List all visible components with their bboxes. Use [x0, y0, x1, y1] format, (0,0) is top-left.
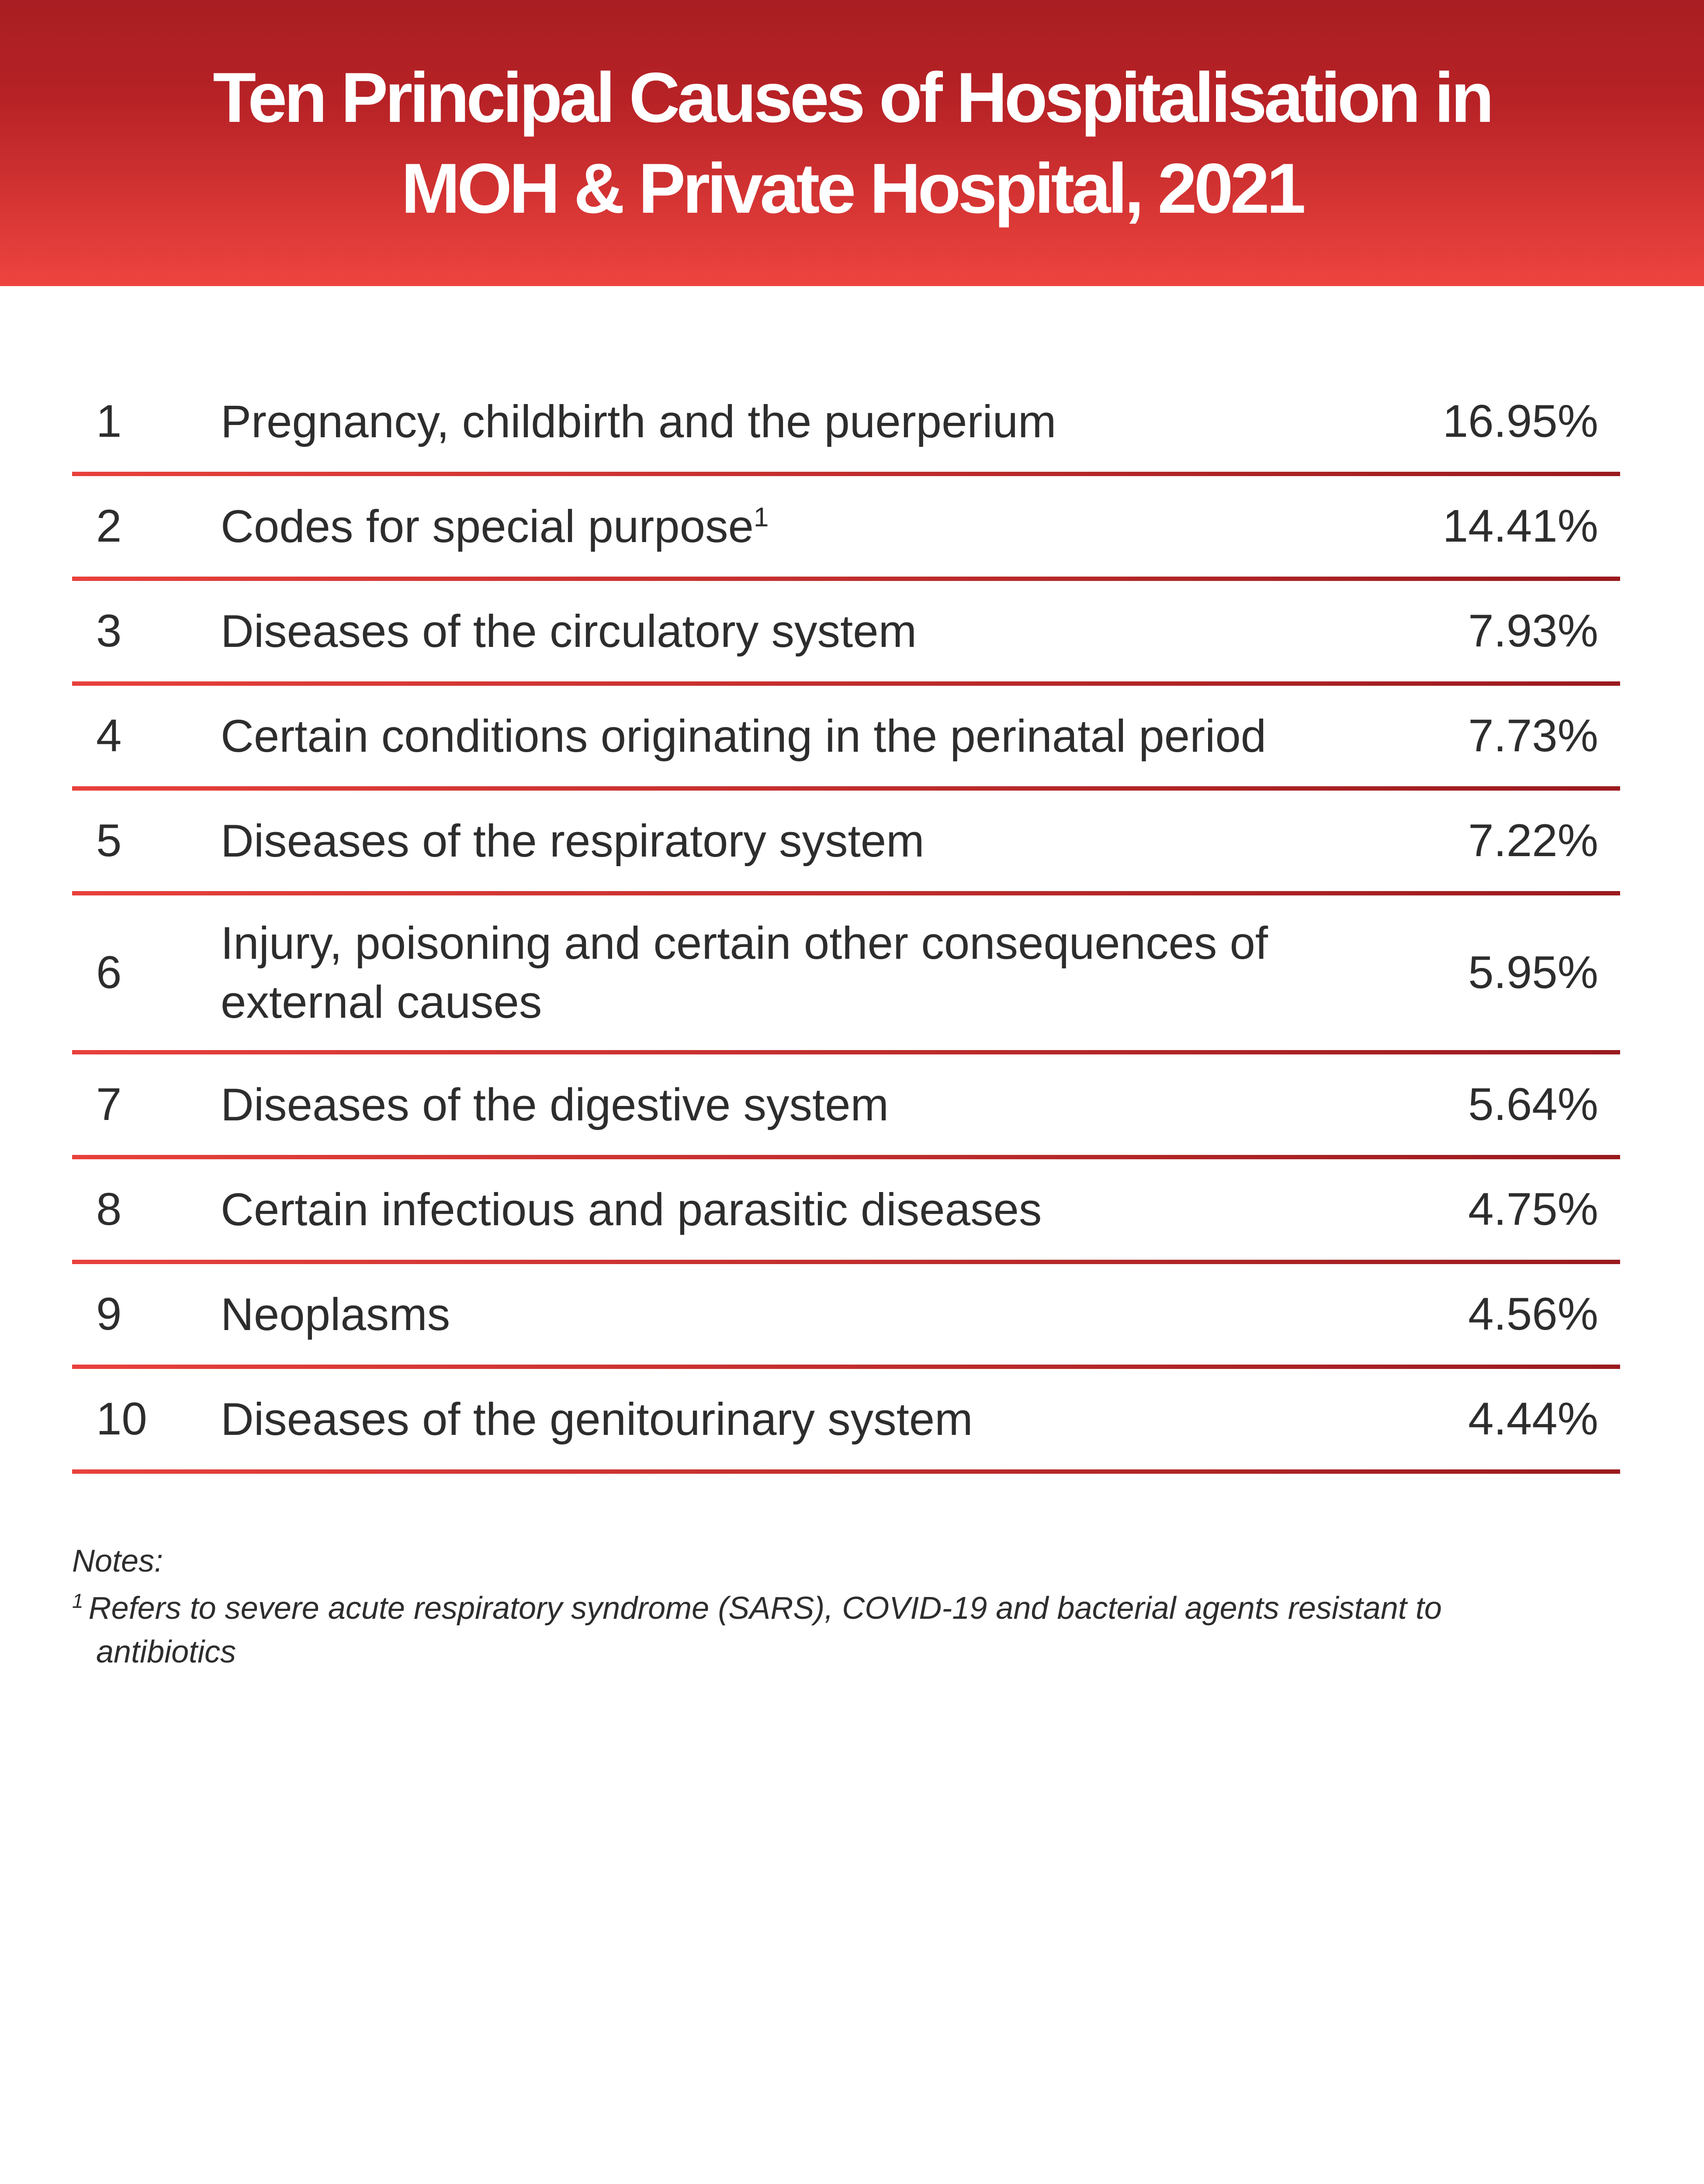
percentage-cell: 7.22% [1468, 815, 1598, 866]
footnote-text: Refers to severe acute respiratory syndr… [88, 1591, 1442, 1669]
row-divider [72, 1469, 1620, 1474]
rank-cell: 9 [96, 1289, 122, 1340]
cause-cell: Neoplasms [221, 1285, 1383, 1344]
cause-cell: Injury, poisoning and certain other cons… [221, 914, 1383, 1032]
page-title-line-1: Ten Principal Causes of Hospitalisation … [213, 58, 1494, 137]
cause-cell: Diseases of the genitourinary system [221, 1390, 1383, 1449]
cause-cell: Diseases of the respiratory system [221, 812, 1383, 871]
cause-text: Diseases of the digestive system [221, 1079, 889, 1130]
cause-cell: Diseases of the circulatory system [221, 602, 1383, 661]
cause-text: Diseases of the circulatory system [221, 605, 917, 657]
causes-table: 1 Pregnancy, childbirth and the puerperi… [72, 371, 1620, 1474]
row-divider [72, 1260, 1620, 1264]
row-divider [72, 681, 1620, 686]
row-divider [72, 891, 1620, 895]
percentage-cell: 7.73% [1468, 710, 1598, 761]
rank-cell: 10 [96, 1393, 147, 1444]
row-divider [72, 472, 1620, 476]
cause-cell: Certain conditions originating in the pe… [221, 707, 1383, 766]
cause-text: Certain conditions originating in the pe… [221, 710, 1267, 762]
table-row: 4 Certain conditions originating in the … [72, 686, 1620, 786]
cause-text: Injury, poisoning and certain other cons… [221, 918, 1268, 1028]
cause-text: Certain infectious and parasitic disease… [221, 1184, 1042, 1235]
rank-cell: 3 [96, 605, 122, 657]
cause-text: Diseases of the respiratory system [221, 815, 925, 867]
page-title-line-2: MOH & Private Hospital, 2021 [401, 149, 1306, 228]
row-divider [72, 577, 1620, 581]
percentage-cell: 4.75% [1468, 1184, 1598, 1235]
percentage-cell: 5.95% [1468, 947, 1598, 998]
row-divider [72, 1050, 1620, 1054]
cause-text: Diseases of the genitourinary system [221, 1393, 973, 1445]
percentage-cell: 4.44% [1468, 1393, 1598, 1444]
footnote-marker: 1 [72, 1590, 83, 1612]
table-row: 1 Pregnancy, childbirth and the puerperi… [72, 371, 1620, 472]
percentage-cell: 4.56% [1468, 1289, 1598, 1340]
table-row: 5 Diseases of the respiratory system 7.2… [72, 791, 1620, 891]
rank-cell: 5 [96, 815, 122, 866]
cause-cell: Pregnancy, childbirth and the puerperium [221, 392, 1383, 451]
footnote-marker: 1 [753, 502, 769, 532]
rank-cell: 7 [96, 1079, 122, 1130]
notes-heading: Notes: [72, 1544, 163, 1579]
cause-cell: Codes for special purpose1 [221, 497, 1383, 556]
row-divider [72, 1365, 1620, 1369]
percentage-cell: 7.93% [1468, 605, 1598, 657]
table-row: 6 Injury, poisoning and certain other co… [72, 895, 1620, 1050]
table-row: 2 Codes for special purpose1 14.41% [72, 476, 1620, 577]
notes-section: Notes: 1 Refers to severe acute respirato… [72, 1539, 1573, 1674]
page-header: Ten Principal Causes of Hospitalisation … [0, 0, 1704, 286]
rank-cell: 6 [96, 947, 122, 998]
footnote: 1 Refers to severe acute respiratory synd… [72, 1586, 1573, 1674]
rank-cell: 4 [96, 710, 122, 761]
row-divider [72, 786, 1620, 791]
table-row: 3 Diseases of the circulatory system 7.9… [72, 581, 1620, 681]
rank-cell: 8 [96, 1184, 122, 1235]
cause-text: Neoplasms [221, 1289, 450, 1340]
row-divider [72, 1155, 1620, 1159]
cause-text: Codes for special purpose [221, 501, 754, 552]
percentage-cell: 16.95% [1442, 396, 1598, 447]
rank-cell: 2 [96, 501, 122, 552]
table-row: 10 Diseases of the genitourinary system … [72, 1369, 1620, 1469]
rank-cell: 1 [96, 396, 122, 447]
cause-cell: Diseases of the digestive system [221, 1075, 1383, 1134]
cause-cell: Certain infectious and parasitic disease… [221, 1180, 1383, 1239]
table-row: 7 Diseases of the digestive system 5.64% [72, 1054, 1620, 1155]
table-row: 8 Certain infectious and parasitic disea… [72, 1159, 1620, 1260]
table-row: 9 Neoplasms 4.56% [72, 1264, 1620, 1365]
percentage-cell: 14.41% [1442, 501, 1598, 552]
cause-text: Pregnancy, childbirth and the puerperium [221, 396, 1056, 447]
percentage-cell: 5.64% [1468, 1079, 1598, 1130]
